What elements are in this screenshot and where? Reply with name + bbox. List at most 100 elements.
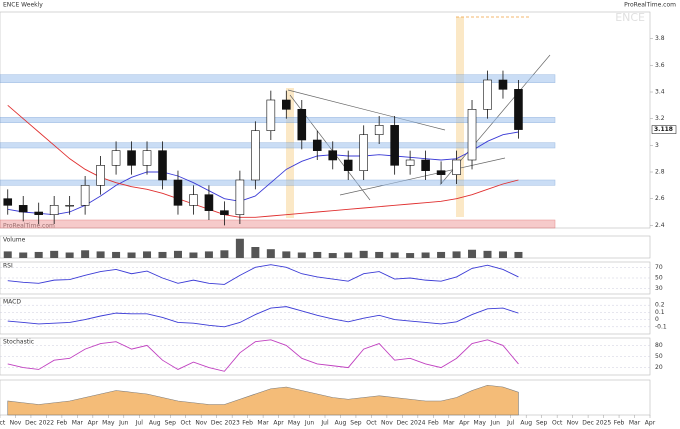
bar [96, 251, 105, 258]
y-tick-label: 20 [655, 364, 663, 371]
x-tick-label: Sep [350, 420, 362, 427]
bar [359, 250, 368, 258]
candle-body [452, 159, 461, 175]
y-tick-label: 0 [655, 316, 659, 323]
bar [235, 238, 244, 258]
bar [313, 251, 322, 258]
x-tick-label: 2022 [39, 420, 54, 427]
y-tick-label: 3.6 [655, 62, 665, 69]
x-tick-label: Aug [149, 420, 161, 427]
x-tick-label: May [474, 420, 487, 427]
x-tick-label: Apr [459, 420, 470, 427]
x-tick-label: Oct [366, 420, 377, 427]
panel-title: Volume [3, 237, 26, 244]
zone [0, 179, 556, 186]
candle-body [436, 170, 446, 175]
candle-body [312, 139, 322, 151]
bar [112, 251, 121, 258]
bar [328, 253, 337, 258]
price-tag [651, 125, 677, 134]
y-tick-label: 2.8 [655, 169, 665, 176]
chart-title: ENCE Weekly [3, 2, 43, 9]
bar [297, 252, 306, 258]
bar [81, 250, 90, 258]
y-tick-label: 3.8 [655, 35, 665, 42]
bar [251, 247, 260, 258]
bar [143, 251, 152, 258]
bar [50, 250, 59, 258]
y-tick-label: 30 [655, 285, 663, 292]
panel-frame [0, 235, 651, 259]
x-tick-label: Aug [335, 420, 347, 427]
candle-body [18, 205, 28, 213]
x-tick-label: Apr [273, 420, 284, 427]
x-tick-label: Apr [88, 420, 99, 427]
bar [468, 249, 477, 258]
candle-body [282, 99, 291, 110]
trend-line [339, 157, 506, 196]
x-tick-label: Mar [257, 420, 269, 427]
candle-body [65, 205, 74, 207]
x-tick-label: Dec [25, 420, 37, 427]
x-tick-label: Dec [582, 420, 594, 427]
candle-body [111, 150, 121, 166]
bar [220, 250, 229, 258]
bar [421, 252, 430, 258]
x-tick-label: 2023 [225, 420, 240, 427]
candle-body [96, 165, 105, 186]
x-tick-label: Nov [10, 420, 22, 427]
candle-body [80, 185, 90, 206]
x-tick-label: Jul [135, 420, 144, 427]
x-tick-label: Jun [118, 420, 129, 427]
y-tick-label: 2.6 [655, 195, 665, 202]
candle-body [266, 99, 276, 131]
bar [34, 251, 43, 258]
candle-body [3, 198, 13, 206]
y-tick-label: 3 [655, 142, 659, 149]
x-tick-label: Apr [645, 420, 656, 427]
x-tick-label: Mar [72, 420, 84, 427]
last-price: 3.118 [654, 126, 673, 133]
bar [514, 251, 523, 258]
bar [452, 251, 461, 258]
zone [0, 142, 556, 149]
zone [0, 219, 556, 229]
panel-title: MACD [3, 299, 21, 306]
line [7, 306, 519, 328]
x-tick-label: Oct [552, 420, 563, 427]
y-tick-label: 70 [655, 264, 663, 271]
bar [3, 251, 12, 258]
highlight-band [286, 88, 294, 218]
x-tick-label: Dec [211, 420, 223, 427]
bar [158, 251, 167, 258]
bar [437, 251, 446, 258]
x-tick-label: Jun [304, 420, 315, 427]
y-tick-label: 50 [655, 353, 663, 360]
x-tick-label: Feb [57, 420, 68, 427]
y-tick-label: 0.1 [655, 309, 665, 316]
area [7, 384, 519, 416]
x-tick-label: Feb [428, 420, 439, 427]
candle-body [328, 150, 338, 161]
candle-body [421, 159, 430, 171]
line [7, 131, 519, 216]
bar [282, 251, 291, 258]
zone [0, 117, 556, 123]
candle-body [467, 109, 477, 161]
candle-body [483, 79, 492, 110]
bar [189, 252, 198, 258]
candle-body [297, 109, 307, 141]
x-tick-label: 2024 [410, 420, 425, 427]
x-tick-label: Nov [567, 420, 579, 427]
bar [498, 251, 507, 258]
zone [0, 74, 556, 83]
candle-body [514, 89, 523, 130]
panel-title: RSI [3, 263, 13, 270]
bar [266, 249, 275, 258]
x-tick-label: Jun [490, 420, 501, 427]
candle-body [390, 125, 399, 166]
candle-body [158, 150, 167, 181]
y-tick-label: 50 [655, 275, 663, 282]
